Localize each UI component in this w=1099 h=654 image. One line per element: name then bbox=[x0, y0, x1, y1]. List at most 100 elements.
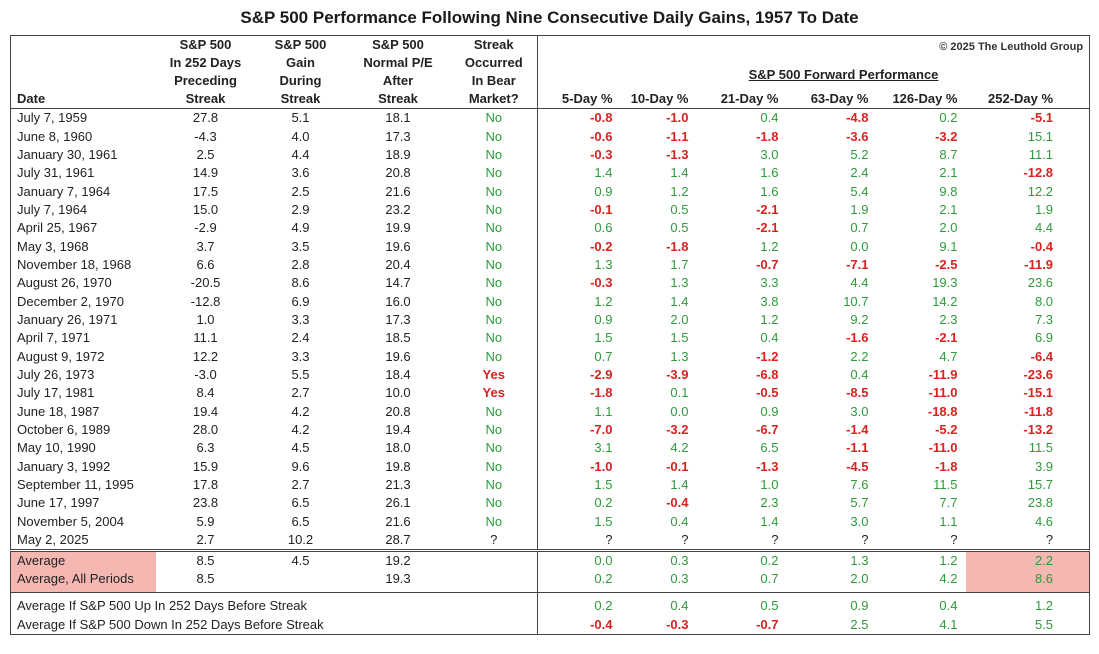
cell: -2.1 bbox=[935, 330, 958, 346]
cell: No bbox=[450, 347, 538, 366]
cell: -0.4 bbox=[590, 616, 613, 632]
data-row: July 31, 1961 14.9 3.6 20.8 No 1.4 1.4 1.6 2.4 2.… bbox=[11, 164, 1090, 183]
cell: 8.5 bbox=[196, 571, 215, 587]
cell: July 31, 1961 bbox=[17, 165, 95, 181]
header-line: 21-Day % bbox=[720, 91, 779, 106]
cell: 0.7 bbox=[850, 220, 869, 236]
performance-table: Date S&P 500 In 252 Days Preceding Streak S&P… bbox=[10, 35, 1091, 635]
cell: 17.3 bbox=[385, 311, 411, 327]
cell: 3.5 bbox=[291, 238, 310, 254]
data-row: June 17, 1997 23.8 6.5 26.1 No 0.2 -0.4 2.3 5.7 7… bbox=[11, 494, 1090, 513]
cell: April 25, 1967 bbox=[17, 220, 98, 236]
data-row: July 17, 1981 8.4 2.7 10.0 Yes -1.8 0.1 -0.5 -8.… bbox=[11, 384, 1090, 403]
cell: 19.6 bbox=[385, 238, 411, 254]
cell: 0.0 bbox=[670, 403, 689, 419]
cell: 19.2 bbox=[345, 549, 451, 571]
cell: 16.0 bbox=[385, 293, 411, 309]
data-row: July 7, 1959 27.8 5.1 18.1 No -0.8 -1.0 0.4 -4.8… bbox=[11, 108, 1090, 128]
column-header: Streak Occurred In Bear Market? bbox=[450, 35, 538, 109]
header-line: 63-Day % bbox=[810, 91, 869, 106]
cell: -1.3 bbox=[756, 458, 779, 474]
cell: 5.5 bbox=[1034, 616, 1054, 632]
cell: 0.7 bbox=[594, 348, 613, 364]
cell: 3.0 bbox=[850, 403, 869, 419]
cell: July 7, 1964 bbox=[17, 201, 88, 217]
cell: 0.2 bbox=[537, 592, 621, 616]
cell: -0.7 bbox=[756, 256, 779, 272]
cell: 6.6 bbox=[196, 256, 215, 272]
cell: 8.5 bbox=[155, 549, 256, 571]
cell: 19.6 bbox=[385, 348, 411, 364]
cell: 0.9 bbox=[760, 403, 779, 419]
cell: 2.4 bbox=[291, 330, 310, 346]
cell: 6.5 bbox=[760, 440, 779, 456]
cell: ? bbox=[605, 532, 613, 548]
header-line: Date bbox=[17, 91, 46, 106]
data-row: January 30, 1961 2.5 4.4 18.9 No -0.3 -1.3 3.0 5… bbox=[11, 145, 1090, 165]
data-row: September 11, 1995 17.8 2.7 21.3 No 1.5 1.4 1.0… bbox=[11, 475, 1090, 495]
cell: No bbox=[450, 475, 538, 495]
cell: No bbox=[450, 329, 538, 348]
cell: 0.1 bbox=[670, 385, 689, 401]
cell: 2.8 bbox=[291, 256, 310, 272]
cell: 10.7 bbox=[843, 293, 869, 309]
column-header: S&P 500 Normal P/E After Streak bbox=[345, 35, 451, 109]
cell: No bbox=[450, 145, 538, 165]
cell: 11.5 bbox=[933, 477, 958, 493]
column-header: S&P 500 In 252 Days Preceding Streak bbox=[155, 35, 256, 109]
cell: 2.3 bbox=[939, 311, 958, 327]
cell: September 11, 1995 bbox=[17, 477, 134, 493]
cell: 0.2 bbox=[594, 495, 613, 511]
cell: -0.2 bbox=[590, 238, 613, 254]
cell: -0.1 bbox=[666, 458, 689, 474]
cell: 1.2 bbox=[760, 238, 779, 254]
header-line: 126-Day % bbox=[892, 91, 958, 106]
cell: 27.8 bbox=[192, 110, 219, 126]
cell: 1.4 bbox=[670, 293, 689, 309]
cell: No bbox=[450, 164, 538, 183]
cell: 8.6 bbox=[291, 275, 310, 291]
cell: -0.7 bbox=[756, 616, 779, 632]
cell: 1.5 bbox=[670, 330, 689, 346]
cell: 7.6 bbox=[850, 477, 869, 493]
cell: June 18, 1987 bbox=[17, 403, 100, 419]
cell: 6.3 bbox=[196, 440, 215, 456]
data-row: July 7, 1964 15.0 2.9 23.2 No -0.1 0.5 -2.1 1.9 2… bbox=[11, 200, 1090, 220]
cell: December 2, 1970 bbox=[17, 293, 124, 309]
cell: No bbox=[450, 292, 538, 311]
cell: 10.0 bbox=[385, 385, 411, 401]
cell: No bbox=[450, 200, 538, 220]
cell: -11.8 bbox=[1024, 403, 1054, 419]
cell: 1.5 bbox=[594, 330, 613, 346]
cell: 8.7 bbox=[939, 146, 958, 162]
header-line: S&P 500 bbox=[372, 37, 424, 52]
cell: -2.1 bbox=[756, 201, 779, 217]
cell: July 17, 1981 bbox=[17, 385, 95, 401]
column-header: Date bbox=[10, 35, 156, 109]
cell: -0.4 bbox=[1030, 238, 1054, 254]
cell: 4.2 bbox=[291, 422, 310, 438]
cell: 20.8 bbox=[385, 403, 411, 419]
cell: -0.3 bbox=[666, 616, 689, 632]
cell: 1.1 bbox=[594, 403, 613, 419]
header-row: 5-Day % 10-Day % 21-Day % 63-Day % 126-Day %… bbox=[11, 86, 1090, 109]
cell: 18.4 bbox=[385, 366, 411, 382]
cell: 0.2 bbox=[594, 571, 613, 587]
cell: -12.8 bbox=[190, 293, 221, 309]
cell: -2.9 bbox=[590, 366, 613, 382]
cell: 4.4 bbox=[850, 275, 869, 291]
empty-cell bbox=[450, 615, 538, 635]
cell: 1.1 bbox=[939, 513, 958, 529]
cell: Average bbox=[10, 549, 156, 571]
cell: 2.1 bbox=[939, 201, 958, 217]
header-line: In 252 Days bbox=[169, 55, 242, 70]
cell: No bbox=[450, 274, 538, 293]
cell: January 30, 1961 bbox=[17, 146, 118, 162]
empty-cell bbox=[345, 592, 451, 616]
cell: 0.5 bbox=[696, 592, 787, 616]
cell: 1.4 bbox=[670, 165, 689, 181]
cell: 5.4 bbox=[850, 183, 869, 199]
cell: 3.7 bbox=[196, 238, 215, 254]
cell: 0.9 bbox=[786, 592, 877, 616]
cell: -5.1 bbox=[1030, 110, 1054, 126]
